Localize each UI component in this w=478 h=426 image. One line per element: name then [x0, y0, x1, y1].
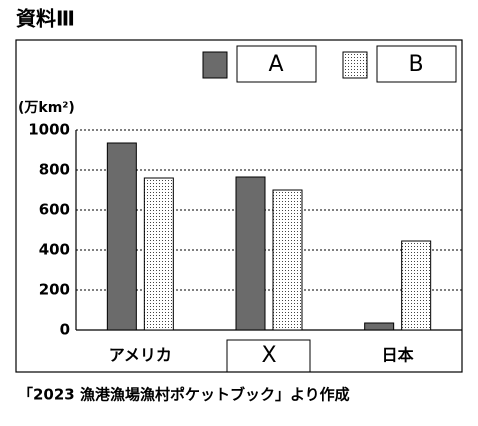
source: 「2023 漁港漁場漁村ポケットブック」より作成 [18, 386, 350, 404]
y-tick-label: 1000 [28, 121, 70, 139]
legend-swatch [342, 51, 368, 79]
x-tick-label: アメリカ [109, 346, 172, 365]
bar [272, 189, 303, 331]
y-tick-label: 200 [39, 281, 70, 299]
y-tick-label: 0 [60, 321, 70, 339]
category-box [226, 339, 311, 373]
legend-label: A [268, 52, 283, 77]
bar [364, 322, 395, 331]
y-tick-label: 800 [39, 161, 70, 179]
y-tick-label: 600 [39, 201, 70, 219]
y-axis-label: (万km²) [18, 100, 75, 116]
bar [106, 142, 137, 331]
chart-title: 資料Ⅲ [16, 7, 75, 31]
bar [143, 177, 174, 331]
legend-label: B [408, 52, 423, 77]
bar [235, 176, 266, 331]
x-tick-label: X [261, 343, 276, 368]
legend-box [376, 45, 457, 83]
bar [401, 240, 432, 331]
legend-box [236, 45, 317, 83]
y-tick-label: 400 [39, 241, 70, 259]
legend-swatch [202, 51, 228, 79]
x-tick-label: 日本 [382, 346, 414, 365]
